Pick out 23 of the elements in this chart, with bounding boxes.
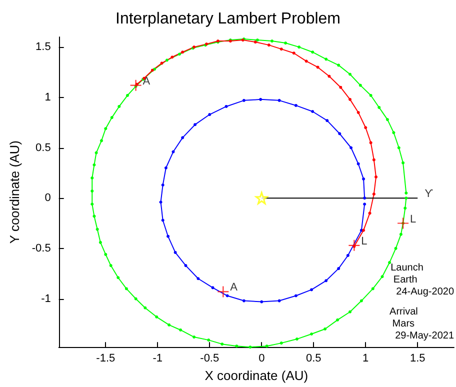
annotation: L — [410, 213, 416, 226]
annotation: Launch Earth 24-Aug-2020 — [390, 262, 454, 298]
x-tick-label: -0.5 — [200, 352, 220, 365]
x-tick-label: 1 — [362, 352, 369, 365]
annotation: A — [142, 75, 151, 88]
x-axis-title: X coordinate (AU) — [204, 368, 308, 383]
y-tick-label: 1.5 — [36, 41, 51, 54]
annotation: ϒ — [424, 188, 434, 200]
x-tick-label: 0 — [258, 352, 265, 365]
y-axis-title: Y coordinate (AU) — [7, 140, 22, 244]
annotation: Arrival Mars 29-May-2021 — [390, 306, 454, 342]
annotation: A — [230, 282, 238, 294]
y-tick-label: 0.5 — [36, 142, 51, 154]
y-tick-label: 1 — [44, 91, 51, 104]
chart-title: Interplanetary Lambert Problem — [116, 10, 340, 28]
x-tick-label: -1.5 — [96, 352, 116, 365]
x-tick-label: 0.5 — [306, 352, 322, 365]
x-tick-label: 1.5 — [410, 352, 426, 365]
y-tick-label: -1 — [41, 292, 51, 305]
x-tick-label: -1 — [152, 352, 163, 365]
y-tick-label: -0.5 — [32, 242, 51, 254]
y-tick-label: 0 — [44, 192, 51, 204]
annotation: L — [361, 235, 368, 248]
